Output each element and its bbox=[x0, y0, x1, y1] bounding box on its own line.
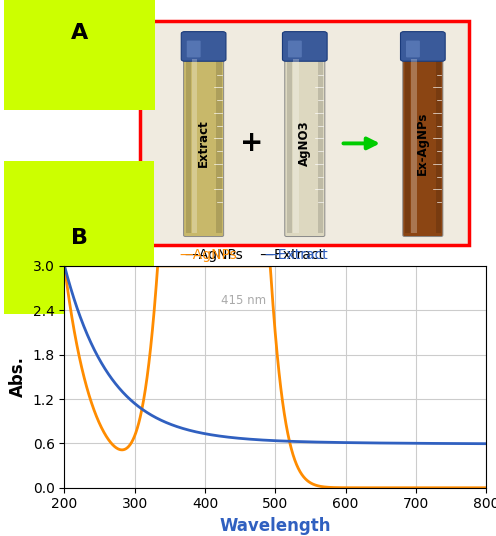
Polygon shape bbox=[435, 59, 441, 233]
FancyBboxPatch shape bbox=[288, 41, 302, 57]
Y-axis label: Abs.: Abs. bbox=[9, 356, 27, 397]
Polygon shape bbox=[293, 59, 299, 233]
FancyBboxPatch shape bbox=[184, 58, 224, 236]
Polygon shape bbox=[317, 59, 323, 233]
FancyBboxPatch shape bbox=[186, 41, 201, 57]
Polygon shape bbox=[287, 59, 292, 233]
FancyBboxPatch shape bbox=[282, 32, 327, 61]
Polygon shape bbox=[405, 59, 410, 233]
Polygon shape bbox=[216, 59, 222, 233]
Text: —AgNPs    —Extract: —AgNPs —Extract bbox=[185, 248, 324, 262]
Text: A: A bbox=[71, 24, 88, 43]
Bar bbox=[140, 21, 469, 245]
FancyArrowPatch shape bbox=[343, 138, 375, 148]
Text: —AgNPs: —AgNPs bbox=[179, 248, 237, 262]
Text: —Extract: —Extract bbox=[264, 248, 328, 262]
FancyBboxPatch shape bbox=[181, 32, 226, 61]
Polygon shape bbox=[411, 59, 417, 233]
Text: +: + bbox=[241, 129, 264, 158]
Text: B: B bbox=[71, 228, 88, 248]
Text: 415 nm: 415 nm bbox=[221, 294, 266, 307]
X-axis label: Wavelength: Wavelength bbox=[220, 517, 331, 535]
Text: AgNO3: AgNO3 bbox=[298, 121, 311, 166]
FancyBboxPatch shape bbox=[400, 32, 445, 61]
Polygon shape bbox=[192, 59, 197, 233]
FancyBboxPatch shape bbox=[403, 58, 443, 236]
FancyBboxPatch shape bbox=[285, 58, 325, 236]
Polygon shape bbox=[186, 59, 191, 233]
Text: Extract: Extract bbox=[197, 120, 210, 167]
Text: Ex-AgNPs: Ex-AgNPs bbox=[416, 111, 430, 175]
FancyBboxPatch shape bbox=[406, 41, 420, 57]
